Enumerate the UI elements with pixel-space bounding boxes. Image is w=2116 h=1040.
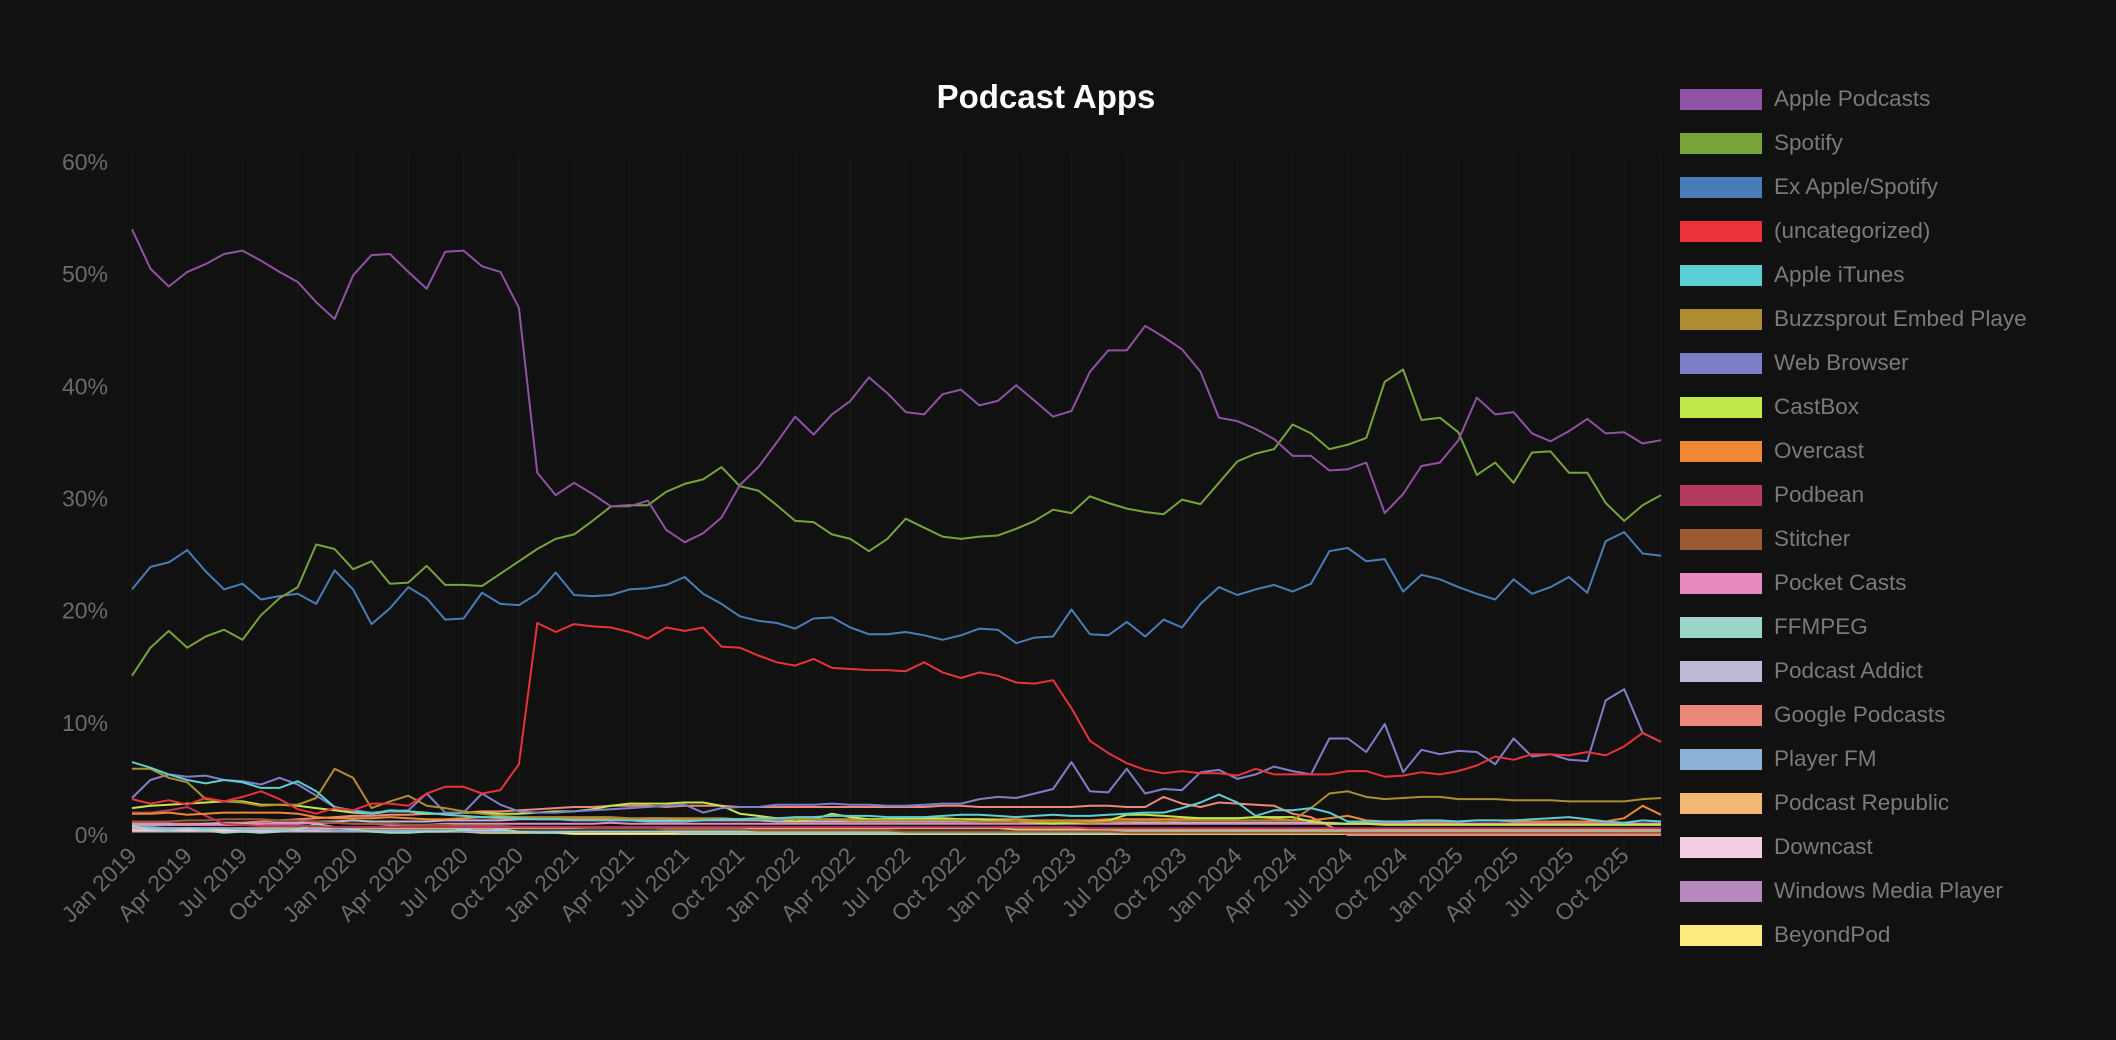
legend-item-downcast[interactable]: Downcast [1680,825,2027,869]
legend-swatch [1680,132,1762,154]
legend-label: Overcast [1774,438,1865,463]
legend-item-player-fm[interactable]: Player FM [1680,737,2027,781]
y-tick-label: 30% [62,486,108,512]
legend-item-buzzsprout-embed-playe[interactable]: Buzzsprout Embed Playe [1680,297,2027,341]
legend-swatch [1680,396,1762,418]
legend-label: CastBox [1774,394,1860,419]
legend-label: Web Browser [1774,350,1909,375]
legend-item-podcast-republic[interactable]: Podcast Republic [1680,781,2027,825]
legend-label: Buzzsprout Embed Playe [1774,306,2027,331]
grid [131,154,1662,849]
legend-swatch [1680,924,1762,946]
y-tick-label: 20% [62,598,108,624]
legend-item-uncategorized[interactable]: (uncategorized) [1680,209,2027,253]
y-tick-label: 60% [62,149,108,175]
legend: Apple Podcasts Spotify Ex Apple/Spotify (un… [1680,77,2027,957]
legend-swatch [1680,440,1762,462]
legend-swatch [1680,748,1762,770]
y-tick-label: 0% [75,822,108,848]
legend-swatch [1680,88,1762,110]
legend-item-castbox[interactable]: CastBox [1680,385,2027,429]
y-tick-label: 40% [62,373,108,399]
series-line-podcast-republic [132,827,1661,831]
legend-item-web-browser[interactable]: Web Browser [1680,341,2027,385]
legend-item-ffmpeg[interactable]: FFMPEG [1680,605,2027,649]
legend-label: Player FM [1774,746,1877,771]
legend-label: Windows Media Player [1774,878,2003,903]
legend-label: Spotify [1774,130,1843,155]
legend-swatch [1680,836,1762,858]
y-axis: 0% 10% 20% 30% 40% 50% 60% [62,149,108,848]
legend-label: Apple iTunes [1774,262,1905,287]
legend-swatch [1680,484,1762,506]
series-line-stitcher [132,818,1661,834]
legend-label: Podbean [1774,482,1865,507]
legend-label: Podcast Addict [1774,658,1923,683]
legend-label: FFMPEG [1774,614,1868,639]
legend-label: BeyondPod [1774,922,1891,947]
y-tick-label: 10% [62,710,108,736]
legend-swatch [1680,704,1762,726]
legend-swatch [1680,264,1762,286]
series-line-web-browser [131,688,1662,814]
legend-swatch [1680,880,1762,902]
legend-swatch [1680,572,1762,594]
legend-item-overcast[interactable]: Overcast [1680,429,2027,473]
legend-swatch [1680,220,1762,242]
legend-swatch [1680,660,1762,682]
legend-label: Pocket Casts [1774,570,1907,595]
series-line-podbean [132,806,1661,830]
legend-label: (uncategorized) [1774,218,1931,243]
series-line-buzzsprout-embed-playe [132,767,1662,824]
legend-label: Downcast [1774,834,1873,859]
series-line-apple-podcasts [131,228,1662,544]
legend-item-google-podcasts[interactable]: Google Podcasts [1680,693,2027,737]
series-line-ex-apple-spotify [131,531,1662,645]
series-line-apple-itunes [131,761,1662,824]
legend-item-apple-itunes[interactable]: Apple iTunes [1680,253,2027,297]
legend-swatch [1680,352,1762,374]
legend-item-apple-podcasts[interactable]: Apple Podcasts [1680,77,2027,121]
y-tick-label: 50% [62,261,108,287]
legend-swatch [1680,176,1762,198]
series-lines [131,228,1662,836]
legend-swatch [1680,528,1762,550]
legend-label: Apple Podcasts [1774,86,1931,111]
legend-item-pocket-casts[interactable]: Pocket Casts [1680,561,2027,605]
chart-title: Podcast Apps [936,78,1156,115]
legend-item-spotify[interactable]: Spotify [1680,121,2027,165]
series-line-uncategorized [131,622,1662,815]
legend-label: Google Podcasts [1774,702,1946,727]
legend-label: Ex Apple/Spotify [1774,174,1938,199]
legend-item-ex-apple-spotify[interactable]: Ex Apple/Spotify [1680,165,2027,209]
legend-swatch [1680,792,1762,814]
series-line-google-podcasts [132,795,1661,836]
legend-swatch [1680,616,1762,638]
series-line-spotify [131,368,1662,677]
legend-swatch [1680,308,1762,330]
legend-label: Stitcher [1774,526,1851,551]
legend-item-stitcher[interactable]: Stitcher [1680,517,2027,561]
legend-item-windows-media-player[interactable]: Windows Media Player [1680,869,2027,913]
legend-item-podbean[interactable]: Podbean [1680,473,2027,517]
legend-item-beyondpod[interactable]: BeyondPod [1680,913,2027,957]
legend-item-podcast-addict[interactable]: Podcast Addict [1680,649,2027,693]
legend-label: Podcast Republic [1774,790,1950,815]
